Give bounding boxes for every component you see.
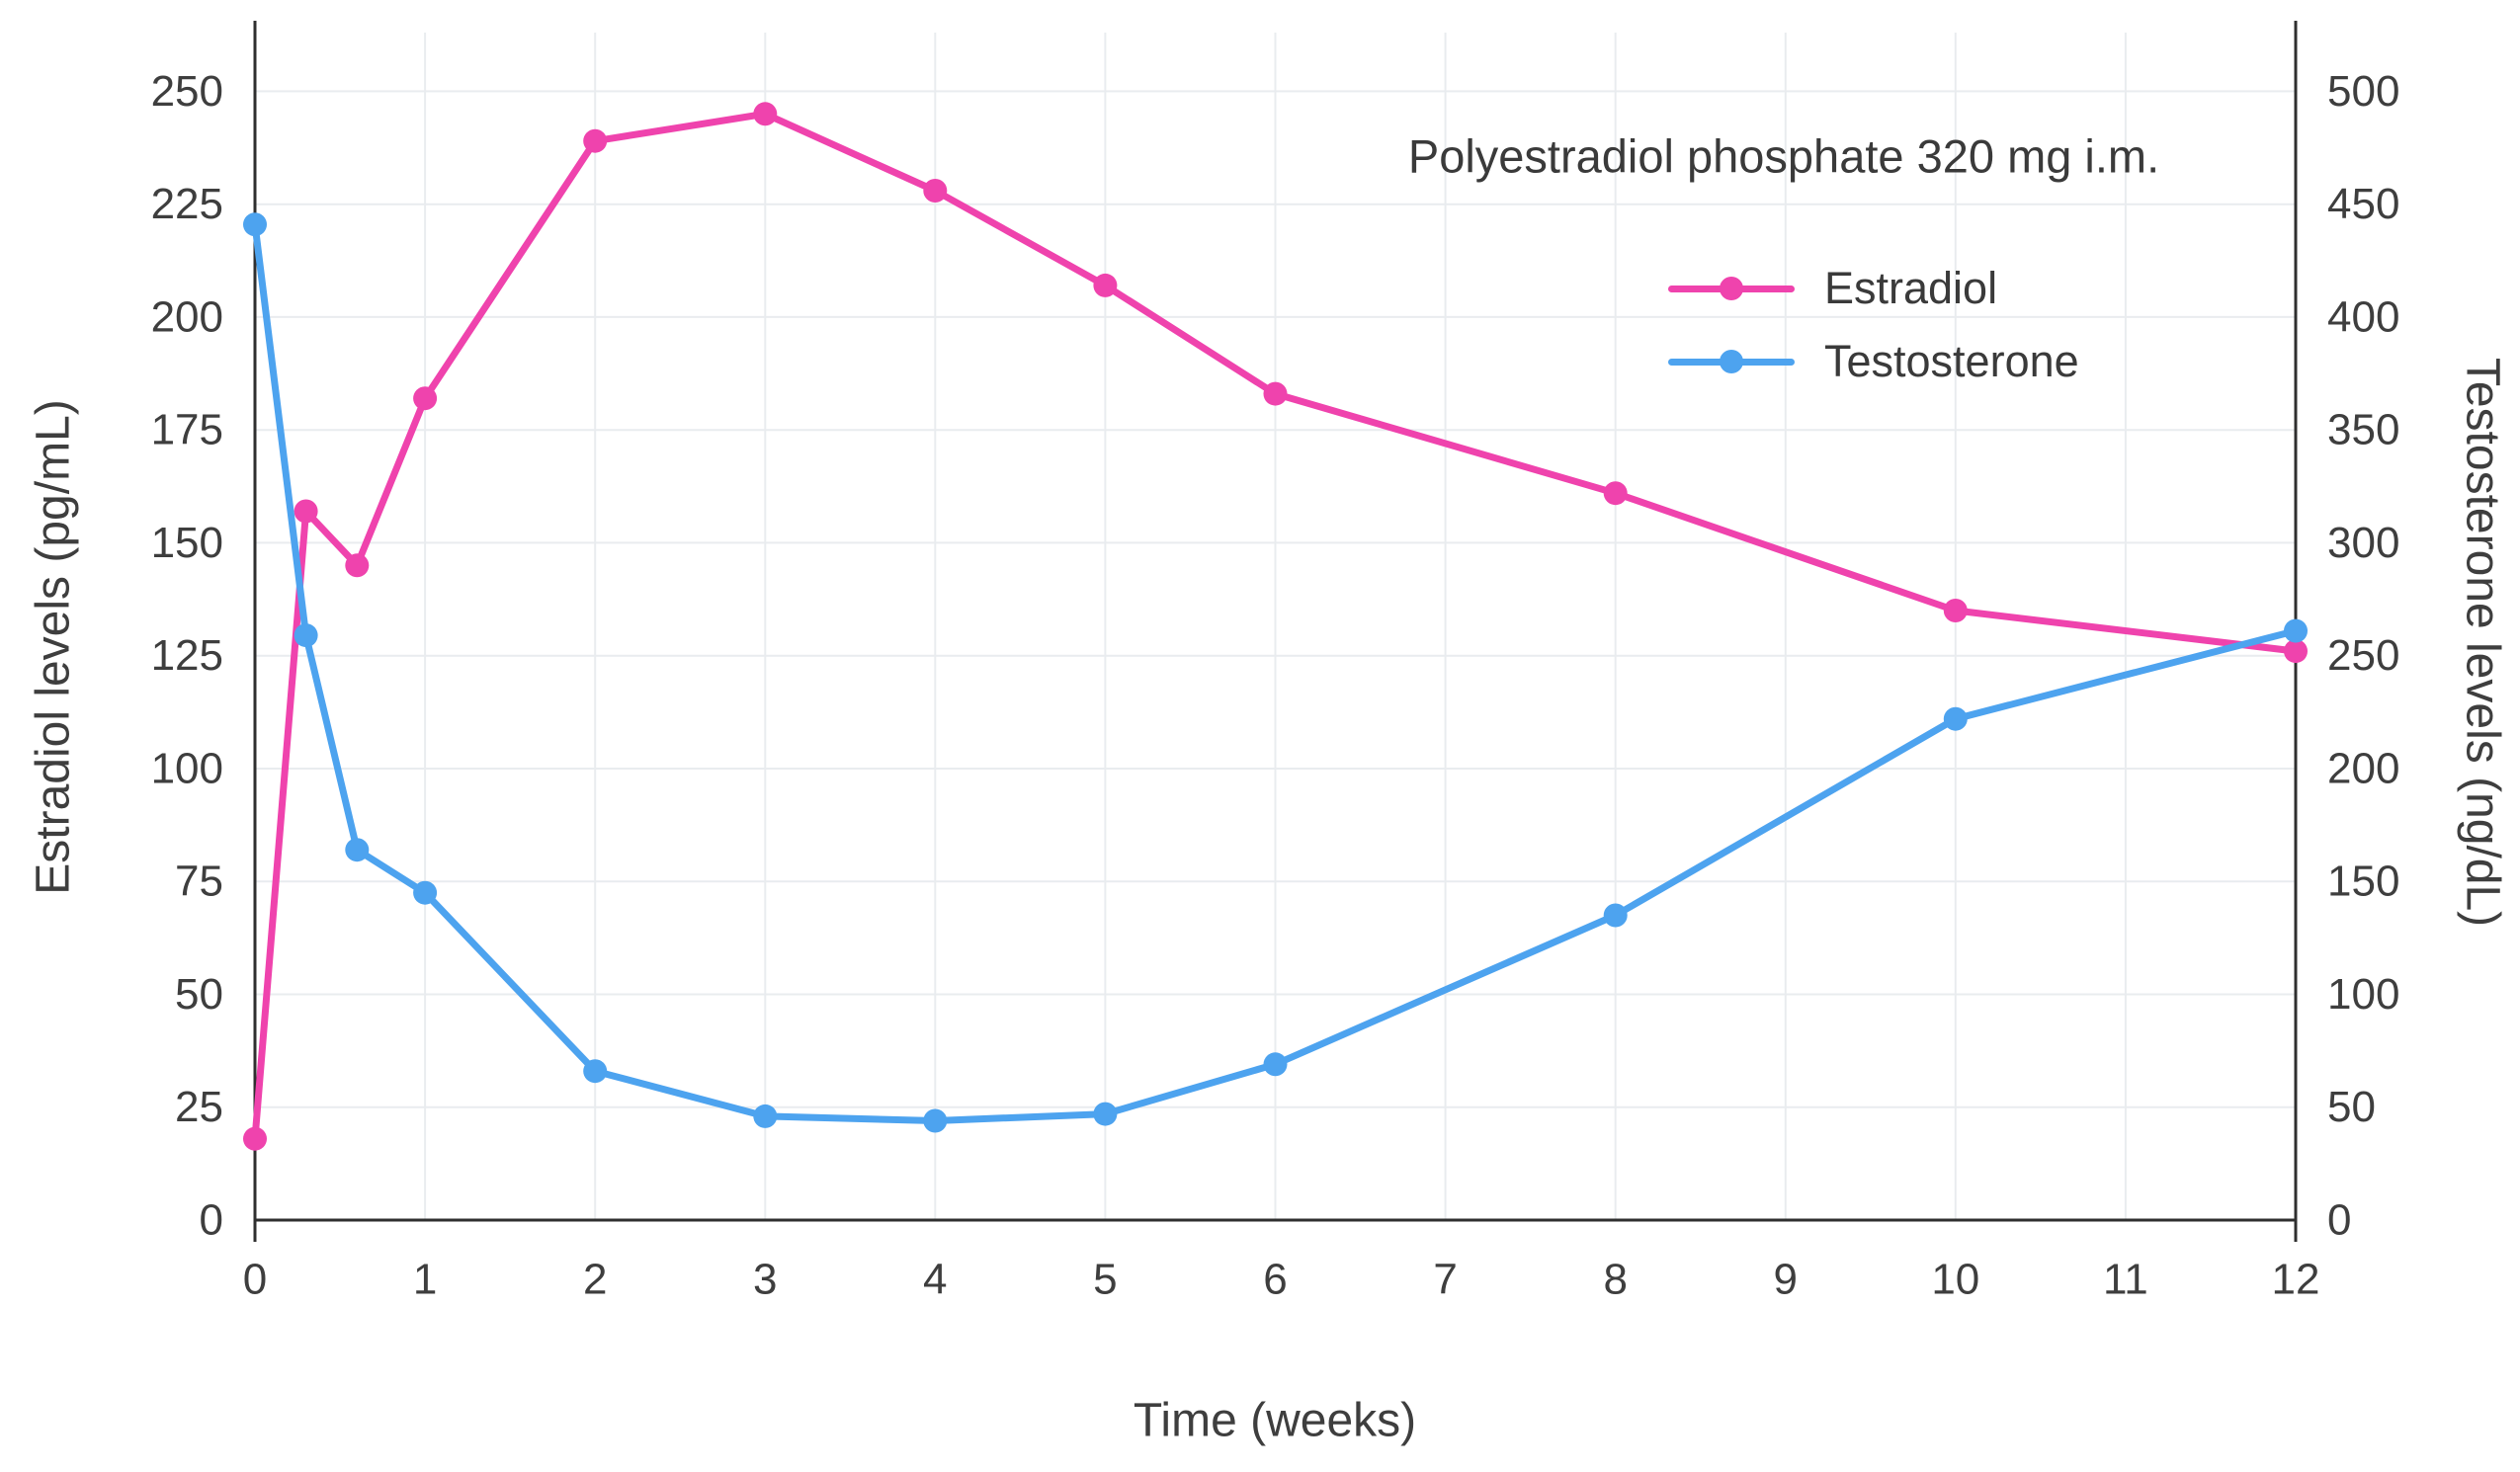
x-tick-label: 10 xyxy=(1931,1256,1979,1304)
x-axis-title: Time (weeks) xyxy=(1133,1394,1417,1447)
x-tick-label: 1 xyxy=(413,1256,437,1304)
right-axis-title: Testosterone levels (ng/dL) xyxy=(2456,357,2509,928)
left-tick-label: 25 xyxy=(175,1083,223,1131)
estradiol-point xyxy=(294,499,318,524)
testosterone-point xyxy=(2284,618,2308,643)
legend: Estradiol Testosterone xyxy=(1668,252,2079,398)
testosterone-point xyxy=(583,1059,608,1084)
left-tick-label: 225 xyxy=(151,180,223,228)
testosterone-legend-marker xyxy=(1720,350,1743,373)
estradiol-point xyxy=(243,1126,267,1151)
testosterone-point xyxy=(1943,706,1968,731)
right-tick-label: 50 xyxy=(2327,1083,2376,1131)
legend-item-testosterone[interactable]: Testosterone xyxy=(1668,325,2079,398)
estradiol-point xyxy=(583,128,608,153)
estradiol-point xyxy=(1263,381,1288,406)
right-tick-label: 400 xyxy=(2327,292,2399,341)
testosterone-point xyxy=(1263,1052,1288,1077)
estradiol-point xyxy=(1093,273,1118,297)
left-tick-label: 100 xyxy=(151,745,223,793)
testosterone-point xyxy=(1093,1102,1118,1126)
x-tick-label: 3 xyxy=(753,1256,777,1304)
testosterone-point xyxy=(294,623,318,648)
testosterone-point xyxy=(923,1108,948,1133)
right-tick-label: 150 xyxy=(2327,858,2399,906)
legend-label-estradiol: Estradiol xyxy=(1824,263,1998,313)
estradiol-legend-marker xyxy=(1720,277,1743,300)
right-tick-label: 300 xyxy=(2327,519,2399,567)
testosterone-point xyxy=(243,212,267,237)
estradiol-point xyxy=(345,553,370,578)
right-tick-label: 0 xyxy=(2327,1196,2351,1245)
left-tick-label: 0 xyxy=(200,1196,223,1245)
legend-label-testosterone: Testosterone xyxy=(1824,336,2079,386)
right-tick-label: 100 xyxy=(2327,970,2399,1019)
testosterone-point xyxy=(345,838,370,862)
legend-item-estradiol[interactable]: Estradiol xyxy=(1668,252,2079,325)
x-tick-label: 9 xyxy=(1774,1256,1798,1304)
x-tick-label: 11 xyxy=(2103,1256,2148,1304)
left-axis-title: Estradiol levels (pg/mL) xyxy=(27,399,80,895)
left-tick-label: 150 xyxy=(151,519,223,567)
x-tick-label: 8 xyxy=(1603,1256,1627,1304)
left-tick-label: 200 xyxy=(151,292,223,341)
x-tick-label: 7 xyxy=(1433,1256,1457,1304)
testosterone-point xyxy=(413,880,438,905)
x-tick-label: 4 xyxy=(923,1256,947,1304)
testosterone-legend-swatch xyxy=(1668,350,1795,373)
estradiol-line xyxy=(251,110,2300,1143)
estradiol-legend-swatch xyxy=(1668,277,1795,300)
right-tick-label: 350 xyxy=(2327,406,2399,454)
right-tick-label: 450 xyxy=(2327,180,2399,228)
right-tick-label: 200 xyxy=(2327,745,2399,793)
testosterone-point xyxy=(753,1104,778,1128)
testosterone-point xyxy=(1603,903,1628,928)
left-tick-label: 175 xyxy=(151,406,223,454)
estradiol-point xyxy=(2284,639,2308,664)
x-tick-label: 2 xyxy=(583,1256,607,1304)
left-tick-label: 75 xyxy=(175,858,223,906)
x-tick-label: 6 xyxy=(1263,1256,1287,1304)
right-tick-label: 500 xyxy=(2327,67,2399,116)
estradiol-point xyxy=(923,179,948,203)
x-tick-label: 5 xyxy=(1093,1256,1117,1304)
x-tick-label: 12 xyxy=(2272,1256,2320,1304)
estradiol-point xyxy=(753,102,778,126)
left-tick-label: 250 xyxy=(151,67,223,116)
right-tick-label: 250 xyxy=(2327,631,2399,680)
chart-annotation: Polyestradiol phosphate 320 mg i.m. xyxy=(1407,129,2160,183)
x-tick-label: 0 xyxy=(243,1256,267,1304)
testosterone-line xyxy=(251,220,2300,1124)
estradiol-point xyxy=(413,386,438,411)
left-tick-label: 50 xyxy=(175,970,223,1019)
left-tick-label: 125 xyxy=(151,631,223,680)
estradiol-point xyxy=(1603,481,1628,506)
estradiol-point xyxy=(1943,599,1968,622)
